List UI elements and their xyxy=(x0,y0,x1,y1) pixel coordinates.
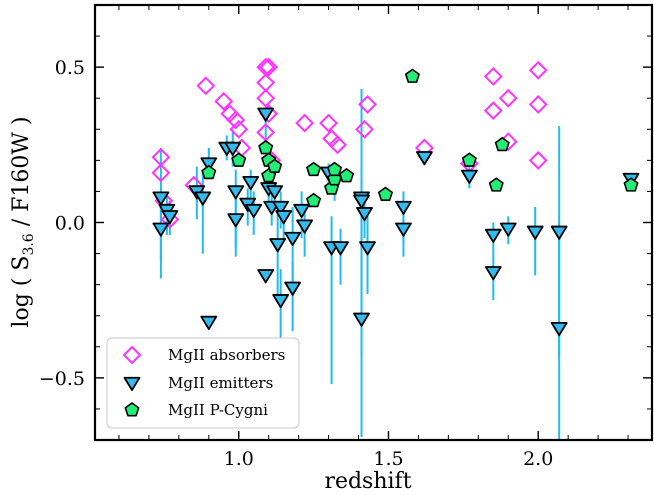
y-axis-label-subscript: 3.6 xyxy=(21,233,37,255)
emitter-point xyxy=(272,200,290,215)
pcygni-point xyxy=(494,137,510,152)
legend-box xyxy=(106,337,300,429)
x-tick-label: 1.0 xyxy=(224,448,254,470)
emitter-point xyxy=(224,141,242,156)
emitter-point xyxy=(194,191,212,206)
emitter-point xyxy=(200,157,218,172)
absorber-point xyxy=(498,88,518,108)
absorber-point xyxy=(358,95,377,114)
emitter-point xyxy=(152,222,170,237)
pcygni-point xyxy=(461,152,477,167)
emitter-point xyxy=(272,294,290,309)
emitter-point xyxy=(257,269,275,284)
emitter-point xyxy=(460,169,478,184)
emitter-point xyxy=(296,219,314,234)
emitter-point xyxy=(266,185,284,200)
legend: MgII absorbers MgII emitters MgII P-Cygni xyxy=(106,337,300,429)
pcygni-point xyxy=(378,186,393,201)
pcygni-point xyxy=(306,161,322,177)
legend-emitter-marker xyxy=(123,376,141,392)
emitter-point xyxy=(499,222,517,237)
emitter-point xyxy=(242,175,260,191)
y-tick-label: −0.5 xyxy=(39,368,85,390)
y-axis-label-main: log ( S xyxy=(9,256,34,328)
emitter-point xyxy=(227,185,245,200)
emitter-point xyxy=(257,107,275,122)
markers-layer xyxy=(151,57,640,337)
emitter-point xyxy=(284,231,302,247)
pcygni-point xyxy=(201,164,217,180)
absorber-point xyxy=(151,163,171,183)
absorber-point xyxy=(226,110,246,130)
legend-label: MgII absorbers xyxy=(168,346,285,364)
emitter-point xyxy=(353,312,370,327)
absorber-point xyxy=(214,91,234,111)
pcygni-point xyxy=(231,152,247,167)
y-axis-label-tail: / F160W ) xyxy=(9,116,34,233)
emitter-point xyxy=(550,225,568,240)
emitter-point xyxy=(227,213,245,228)
absorber-point xyxy=(256,88,276,108)
x-axis-label: redshift xyxy=(324,469,411,494)
emitter-point xyxy=(293,203,311,219)
pcygni-point xyxy=(327,161,343,177)
pcygni-point xyxy=(623,177,639,192)
y-axis-label: log ( S3.6 / F160W ) xyxy=(9,116,37,327)
emitter-point xyxy=(353,194,370,209)
emitter-point xyxy=(269,238,287,253)
absorber-point xyxy=(319,113,338,133)
emitter-point xyxy=(200,315,218,330)
legend-label: MgII emitters xyxy=(168,374,273,392)
absorber-point xyxy=(259,57,279,77)
pcygni-point xyxy=(404,68,420,83)
legend-pcygni-marker xyxy=(124,402,140,417)
legend-absorber-marker xyxy=(122,345,142,365)
emitter-point xyxy=(395,200,412,215)
y-tick-label: 0.5 xyxy=(55,57,85,79)
emitter-point xyxy=(395,222,412,237)
emitter-point xyxy=(332,241,349,256)
absorber-point xyxy=(229,119,249,139)
absorber-point xyxy=(355,119,374,139)
y-tick-label: 0.0 xyxy=(55,213,85,235)
x-tick-label: 2.0 xyxy=(523,448,553,470)
emitter-point xyxy=(356,207,373,222)
absorber-point xyxy=(528,60,548,80)
emitter-point xyxy=(416,151,433,166)
emitter-point xyxy=(484,228,502,243)
absorber-point xyxy=(256,73,276,93)
x-tick-label: 1.5 xyxy=(373,448,403,470)
absorber-point xyxy=(483,101,503,121)
axis-ticks: 1.0 1.5 2.0 −0.5 0.0 0.5 xyxy=(39,5,652,470)
emitter-point xyxy=(284,281,302,296)
emitter-point xyxy=(245,203,263,219)
absorber-point xyxy=(295,113,315,133)
emitter-point xyxy=(152,191,170,206)
pcygni-point xyxy=(339,168,355,183)
emitter-point xyxy=(359,241,376,256)
emitter-point xyxy=(161,210,179,225)
absorber-point xyxy=(160,209,180,229)
pcygni-point xyxy=(306,192,322,208)
emitter-point xyxy=(526,225,544,240)
legend-label: MgII P-Cygni xyxy=(168,401,268,419)
pcygni-point xyxy=(488,177,504,192)
emitter-point xyxy=(275,210,293,225)
emitter-point xyxy=(484,266,502,281)
absorber-point xyxy=(483,67,503,86)
emitter-point xyxy=(550,321,568,337)
absorber-point xyxy=(528,150,548,170)
pcygni-point xyxy=(267,158,283,174)
absorber-point xyxy=(528,95,548,114)
absorber-point xyxy=(196,76,216,96)
pcygni-point xyxy=(258,140,274,155)
absorber-point xyxy=(328,135,347,155)
